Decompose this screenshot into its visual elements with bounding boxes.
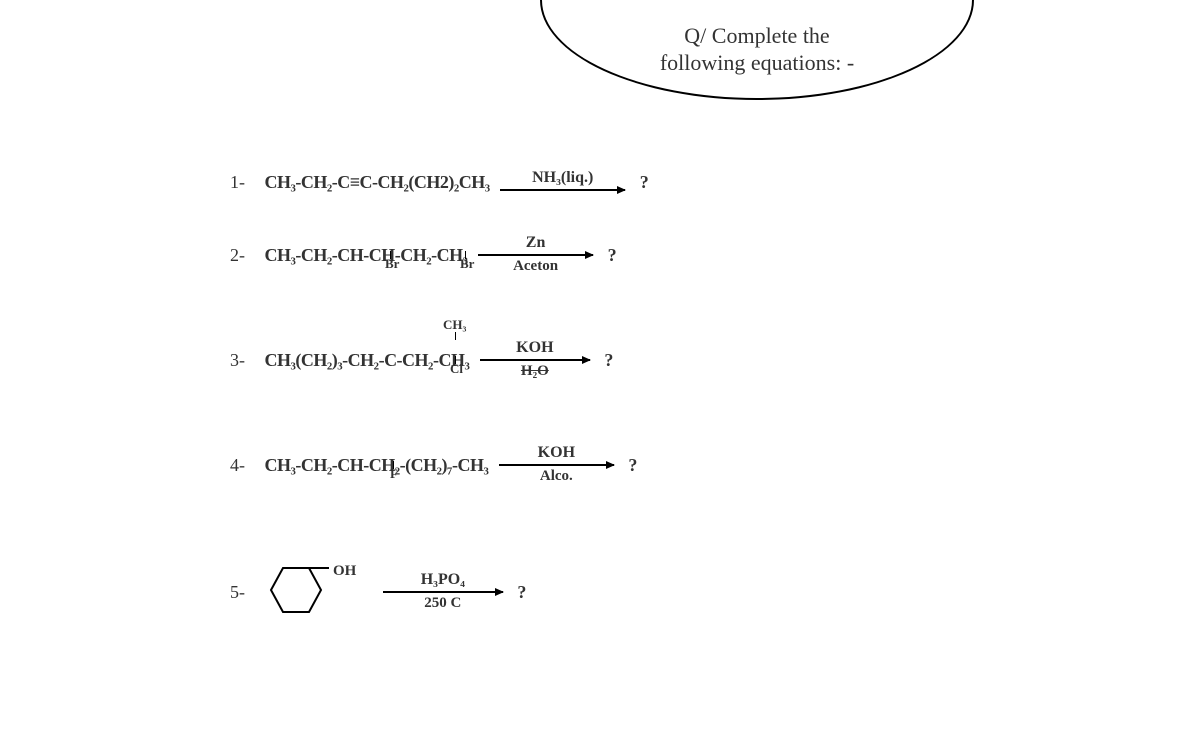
question-header: Q/ Complete the following equations: - xyxy=(540,0,974,100)
eq2-reagent-top: Zn xyxy=(478,235,593,251)
eq3-lhs: CH₃(CH₂)₃-CH₂-C-CH₂-CH₃ xyxy=(265,351,470,369)
bond-tick xyxy=(465,251,466,259)
equation-5: 5- OH H₃PO₄ 250 C ? xyxy=(230,560,526,623)
eq5-oh: OH xyxy=(333,564,356,579)
eq2-result: ? xyxy=(608,246,617,264)
eq5-reagent-top: H₃PO₄ xyxy=(383,572,503,588)
eq2-lhs: CH₃-CH₂-CH-CH-CH₂-CH₃ xyxy=(265,246,468,264)
eq3-reagent-bottom: H₂O xyxy=(480,364,590,379)
header-line-1: Q/ Complete the xyxy=(684,22,829,50)
eq4-arrow: KOH Alco. xyxy=(499,445,614,484)
eq5-reagent-bottom: 250 C xyxy=(383,596,503,611)
eq5-result: ? xyxy=(517,583,526,601)
eq2-sub-right: Br xyxy=(460,257,474,270)
eq3-reagent-top: KOH xyxy=(480,340,590,356)
eq1-arrow: NH₃(liq.) xyxy=(500,170,625,194)
bond-tick xyxy=(455,332,456,340)
arrow-icon xyxy=(478,254,593,256)
eq4-reagent-top: KOH xyxy=(499,445,614,461)
eq3-arrow: KOH H₂O xyxy=(480,340,590,379)
eq2-reagent-bottom: Aceton xyxy=(478,259,593,274)
eq2-sub-left: Br xyxy=(385,257,399,270)
equation-3: 3- CH₃(CH₂)₃-CH₂-C-CH₂-CH₃ CH₃ Cl KOH H₂… xyxy=(230,340,613,379)
equation-4: 4- CH₃-CH₂-CH-CH₂-(CH₂)₇-CH₃ F KOH Alco.… xyxy=(230,445,637,484)
bond-tick xyxy=(390,251,391,259)
equation-2: 2- CH₃-CH₂-CH-CH-CH₂-CH₃ Br Br Zn Aceton… xyxy=(230,235,617,274)
eq5-number: 5- xyxy=(230,583,260,601)
header-line-2: following equations: - xyxy=(660,49,854,77)
eq1-lhs: CH₃-CH₂-C≡C-CH₂(CH2)₂CH₃ xyxy=(265,173,490,191)
eq3-number: 3- xyxy=(230,351,260,369)
arrow-icon xyxy=(500,189,625,191)
eq5-arrow: H₃PO₄ 250 C xyxy=(383,572,503,611)
eq2-arrow: Zn Aceton xyxy=(478,235,593,274)
arrow-icon xyxy=(499,464,614,466)
eq4-number: 4- xyxy=(230,456,260,474)
eq4-lhs: CH₃-CH₂-CH-CH₂-(CH₂)₇-CH₃ xyxy=(265,456,489,474)
eq3-over: CH₃ xyxy=(443,318,466,331)
eq3-under: Cl xyxy=(450,362,463,375)
eq1-result: ? xyxy=(640,173,649,191)
eq4-result: ? xyxy=(628,456,637,474)
arrow-icon xyxy=(480,359,590,361)
eq1-reagent-top: NH₃(liq.) xyxy=(500,170,625,186)
eq4-reagent-bottom: Alco. xyxy=(499,469,614,484)
eq2-number: 2- xyxy=(230,246,260,264)
arrow-icon xyxy=(383,591,503,593)
eq1-number: 1- xyxy=(230,173,260,191)
eq3-result: ? xyxy=(604,351,613,369)
equation-1: 1- CH₃-CH₂-C≡C-CH₂(CH2)₂CH₃ NH₃(liq.) ? xyxy=(230,170,649,194)
bond-tick xyxy=(455,356,456,364)
bond-tick xyxy=(393,461,394,469)
cyclohexane-icon xyxy=(265,560,331,623)
